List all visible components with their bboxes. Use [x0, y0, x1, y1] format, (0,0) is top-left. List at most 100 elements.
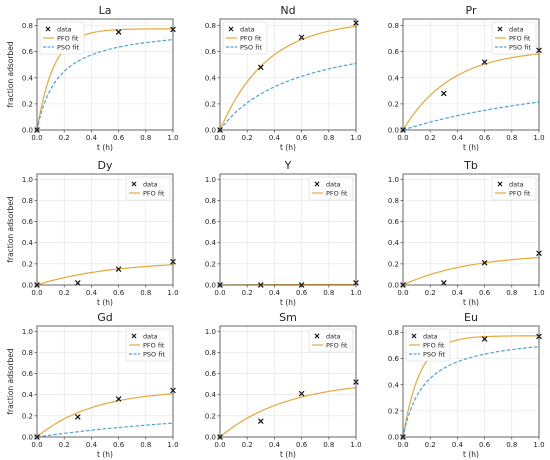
x-tick-label: 0.0 — [397, 289, 408, 297]
y-tick-label: 0.6 — [205, 218, 217, 226]
pso-fit-line — [402, 101, 540, 131]
subplot-title: Nd — [280, 4, 295, 17]
legend-label: data — [509, 25, 524, 33]
pfo-fit-line — [36, 393, 174, 438]
subplot-title: Tb — [463, 159, 478, 172]
subplot-title: Eu — [464, 311, 478, 324]
x-tick-label: 0.6 — [479, 289, 491, 297]
x-tick-label: 1.0 — [350, 441, 361, 449]
x-tick-label: 0.0 — [31, 134, 42, 142]
legend-label: PFO fit — [326, 341, 348, 349]
y-tick-label: 0.4 — [205, 74, 217, 82]
x-tick-label: 1.0 — [167, 289, 178, 297]
data-point — [298, 390, 305, 397]
subplot-eu: 0.0 0.2 0.4 0.6 0.8 1.0 0.0 0.2 0.4 0.6 0.8 Eu t (h)… — [388, 311, 545, 459]
legend-label: data — [326, 180, 341, 188]
x-tick-label: 1.0 — [167, 441, 178, 449]
x-tick-label: 0.8 — [140, 441, 151, 449]
data-point — [74, 280, 81, 286]
y-tick-label: 0.8 — [22, 197, 33, 205]
legend-label: data — [423, 332, 438, 340]
x-tick-label: 0.6 — [113, 289, 125, 297]
legend-label: PFO fit — [423, 341, 445, 349]
data-point-stroke — [481, 59, 488, 65]
pso-fit-line — [36, 39, 174, 131]
legend-box — [125, 328, 171, 362]
subplot-title: Sm — [279, 311, 297, 324]
y-tick-label: 0.0 — [22, 127, 33, 135]
y-axis-label: fraction adsorbed — [6, 41, 15, 108]
data-point-stroke — [74, 414, 81, 420]
y-tick-label: 0.2 — [22, 100, 33, 108]
y-tick-label: 0.8 — [388, 22, 399, 30]
x-axis-label: t (h) — [280, 143, 296, 152]
data-point — [115, 29, 122, 35]
x-tick-label: 0.0 — [214, 441, 225, 449]
legend-label: PFO fit — [326, 189, 348, 197]
legend-data-symbol — [497, 26, 503, 32]
pfo-fit-line — [402, 256, 540, 286]
x-tick-label: 0.0 — [397, 441, 408, 449]
data-point — [257, 418, 264, 424]
subplot-pr: 0.0 0.2 0.4 0.6 0.8 1.0 0.0 0.2 0.4 0.6 0.8 Pr t (h)… — [388, 4, 545, 152]
x-axis-label: t (h) — [97, 143, 113, 152]
data-point — [115, 396, 122, 402]
y-tick-label: 0.6 — [388, 218, 400, 226]
y-axis-label: fraction adsorbed — [6, 196, 15, 263]
y-tick-label: 0.0 — [205, 282, 216, 290]
pfo-fit-line — [36, 28, 173, 131]
legend-label: PFO fit — [509, 189, 531, 197]
y-tick-label: 0.2 — [205, 260, 216, 268]
y-tick-label: 0.0 — [22, 282, 33, 290]
x-tick-label: 1.0 — [533, 134, 544, 142]
legend-data-symbol — [314, 181, 320, 187]
pfo-fit-line — [219, 25, 357, 131]
y-tick-label: 0.0 — [388, 434, 399, 442]
x-tick-label: 0.8 — [323, 289, 334, 297]
x-tick-label: 0.4 — [269, 289, 281, 297]
y-tick-label: 1.0 — [205, 176, 216, 184]
legend-label: data — [326, 332, 341, 340]
data-point — [257, 64, 264, 71]
subplot-nd: 0.0 0.2 0.4 0.6 0.8 1.0 0.0 0.2 0.4 0.6 0.8 Nd t (h)… — [205, 4, 362, 152]
x-tick-label: 0.6 — [296, 289, 308, 297]
y-tick-label: 0.2 — [388, 100, 399, 108]
y-tick-label: 0.4 — [388, 239, 400, 247]
legend-label: PSO fit — [57, 43, 79, 51]
data-point — [481, 59, 488, 65]
data-point-stroke — [115, 29, 122, 35]
y-tick-label: 0.6 — [22, 370, 34, 378]
x-tick-label: 0.6 — [113, 441, 125, 449]
x-tick-label: 0.4 — [86, 289, 98, 297]
y-tick-label: 1.0 — [22, 176, 33, 184]
y-tick-label: 1.0 — [22, 328, 33, 336]
legend-box — [491, 176, 537, 201]
x-tick-label: 1.0 — [533, 289, 544, 297]
y-tick-label: 0.4 — [22, 74, 34, 82]
y-tick-label: 0.6 — [388, 48, 400, 56]
y-tick-label: 0.0 — [22, 434, 33, 442]
legend-label: PSO fit — [240, 43, 262, 51]
data-point — [481, 259, 488, 266]
y-tick-label: 0.6 — [205, 370, 217, 378]
y-tick-label: 1.0 — [205, 328, 216, 336]
legend-box — [405, 328, 451, 362]
data-point — [74, 414, 81, 420]
x-tick-label: 0.6 — [113, 134, 125, 142]
x-axis-label: t (h) — [280, 450, 296, 459]
pfo-fit-line — [219, 387, 357, 438]
y-tick-label: 0.2 — [205, 412, 216, 420]
y-tick-label: 0.4 — [205, 239, 217, 247]
x-tick-label: 0.8 — [323, 134, 334, 142]
pso-fit-line — [36, 422, 174, 438]
plot-frame — [36, 325, 174, 438]
y-tick-label: 1.0 — [388, 176, 399, 184]
legend-data-symbol — [131, 181, 137, 187]
legend-data-symbol — [411, 333, 417, 339]
plot-frame — [219, 18, 357, 131]
x-tick-label: 1.0 — [533, 441, 544, 449]
x-tick-label: 0.2 — [59, 289, 70, 297]
x-tick-label: 0.2 — [425, 289, 436, 297]
